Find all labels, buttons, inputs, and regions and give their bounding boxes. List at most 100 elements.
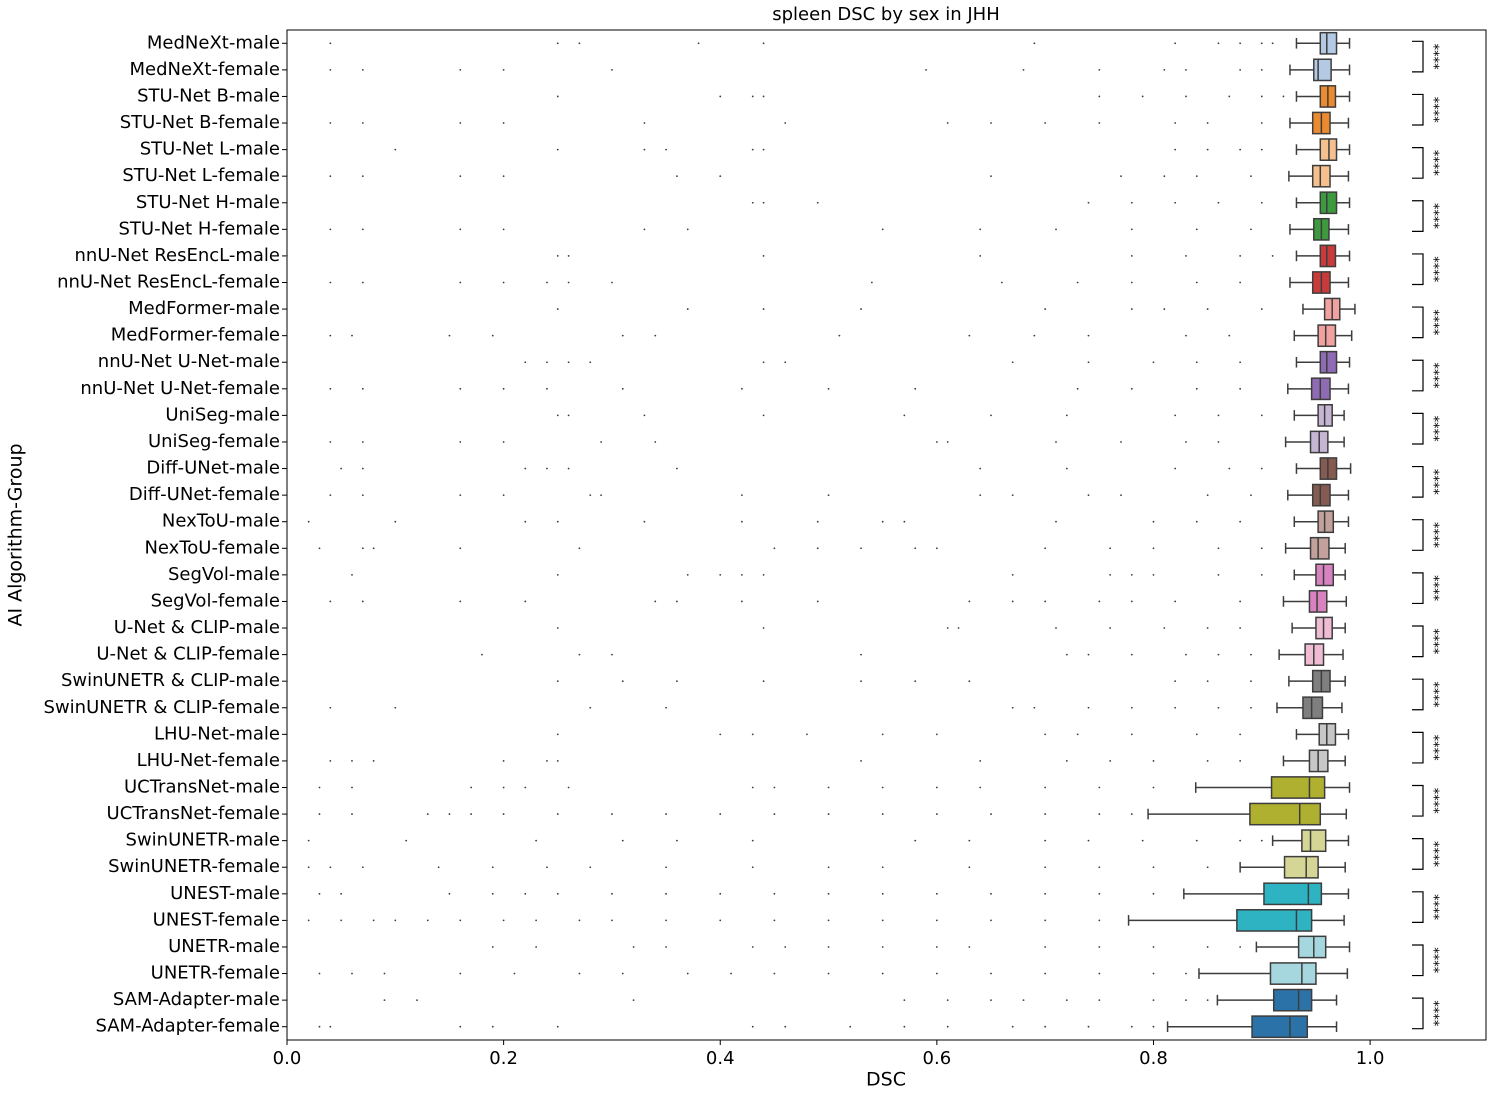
significance-bracket xyxy=(1412,93,1424,126)
box xyxy=(1319,31,1338,55)
outlier xyxy=(361,387,364,390)
outlier xyxy=(556,148,559,151)
outlier xyxy=(1130,281,1133,284)
outlier xyxy=(990,999,992,1002)
outlier xyxy=(1239,281,1242,284)
outlier xyxy=(860,308,862,310)
outlier xyxy=(1130,733,1133,736)
outlier xyxy=(676,467,678,470)
outlier xyxy=(1174,122,1177,124)
outlier xyxy=(816,520,819,523)
outlier xyxy=(351,573,353,576)
outlier xyxy=(502,919,505,922)
outlier xyxy=(556,42,559,45)
outlier xyxy=(286,919,288,922)
outlier xyxy=(361,441,364,443)
outlier xyxy=(1044,786,1047,789)
significance-bracket xyxy=(1412,306,1424,339)
outlier xyxy=(881,972,884,975)
outlier xyxy=(1044,122,1047,124)
significance-bracket xyxy=(1412,784,1424,817)
outlier xyxy=(361,68,364,71)
outlier xyxy=(665,706,667,709)
outlier xyxy=(329,228,332,231)
outlier xyxy=(307,520,310,523)
outlier xyxy=(1152,760,1155,762)
outlier xyxy=(578,919,581,922)
outlier xyxy=(849,1025,852,1028)
outlier xyxy=(719,733,722,736)
outlier xyxy=(611,68,613,71)
outlier xyxy=(340,892,343,895)
outlier xyxy=(1055,441,1057,443)
outlier xyxy=(1163,308,1166,310)
outlier xyxy=(935,892,938,895)
outlier xyxy=(470,813,473,815)
outlier xyxy=(827,972,830,975)
outlier xyxy=(1239,255,1242,257)
outlier xyxy=(567,361,570,364)
y-tick-label: Diff-UNet-male xyxy=(146,458,280,479)
outlier xyxy=(1120,441,1122,443)
outlier xyxy=(1239,760,1242,762)
outlier xyxy=(979,467,982,470)
outlier xyxy=(502,175,505,178)
outlier xyxy=(632,946,635,948)
outlier xyxy=(524,467,527,470)
outlier xyxy=(1217,706,1220,709)
outlier xyxy=(556,573,559,576)
outlier xyxy=(676,680,678,683)
x-tick-label: 0.8 xyxy=(1139,1048,1168,1069)
y-tick-label: U-Net & CLIP-female xyxy=(96,644,280,665)
outlier xyxy=(1130,706,1133,709)
outlier xyxy=(881,892,884,895)
outlier xyxy=(405,839,408,842)
outlier xyxy=(1185,334,1187,337)
outlier xyxy=(1195,361,1198,364)
outlier xyxy=(762,627,765,629)
outlier xyxy=(1282,95,1285,98)
outlier xyxy=(773,813,776,815)
outlier xyxy=(600,494,603,497)
outlier xyxy=(1022,68,1025,71)
box xyxy=(1251,1015,1309,1039)
outlier xyxy=(1239,600,1242,603)
outlier xyxy=(437,866,440,869)
y-tick-label: SwinUNETR & CLIP-male xyxy=(61,670,280,691)
outlier xyxy=(556,520,559,523)
outlier xyxy=(1098,919,1101,922)
significance-label: **** xyxy=(1426,628,1441,655)
outlier xyxy=(1217,547,1220,550)
outlier xyxy=(1195,387,1198,390)
outlier xyxy=(1195,520,1198,523)
outlier xyxy=(1022,999,1025,1002)
outlier xyxy=(762,42,765,45)
outlier xyxy=(611,281,613,284)
outlier xyxy=(546,467,548,470)
outlier xyxy=(979,494,982,497)
outlier xyxy=(968,600,971,603)
outlier xyxy=(870,281,873,284)
outlier xyxy=(1044,813,1047,815)
outlier xyxy=(459,1025,462,1028)
significance-label: **** xyxy=(1426,203,1441,230)
box xyxy=(1269,962,1317,985)
outlier xyxy=(329,387,332,390)
outlier xyxy=(1044,1025,1047,1028)
outlier xyxy=(1217,42,1220,45)
outlier xyxy=(827,494,830,497)
outlier xyxy=(968,946,971,948)
outlier xyxy=(329,122,332,124)
significance-bracket xyxy=(1412,40,1424,73)
y-tick-label: SegVol-male xyxy=(168,564,280,585)
outlier xyxy=(1141,95,1144,98)
outlier xyxy=(600,441,603,443)
outlier xyxy=(578,653,581,656)
outlier xyxy=(459,281,462,284)
significance-bracket xyxy=(1412,519,1424,551)
outlier xyxy=(1109,547,1112,550)
outlier xyxy=(621,334,624,337)
outlier xyxy=(1260,839,1263,842)
y-axis-label: AI Algorithm-Group xyxy=(5,443,27,626)
